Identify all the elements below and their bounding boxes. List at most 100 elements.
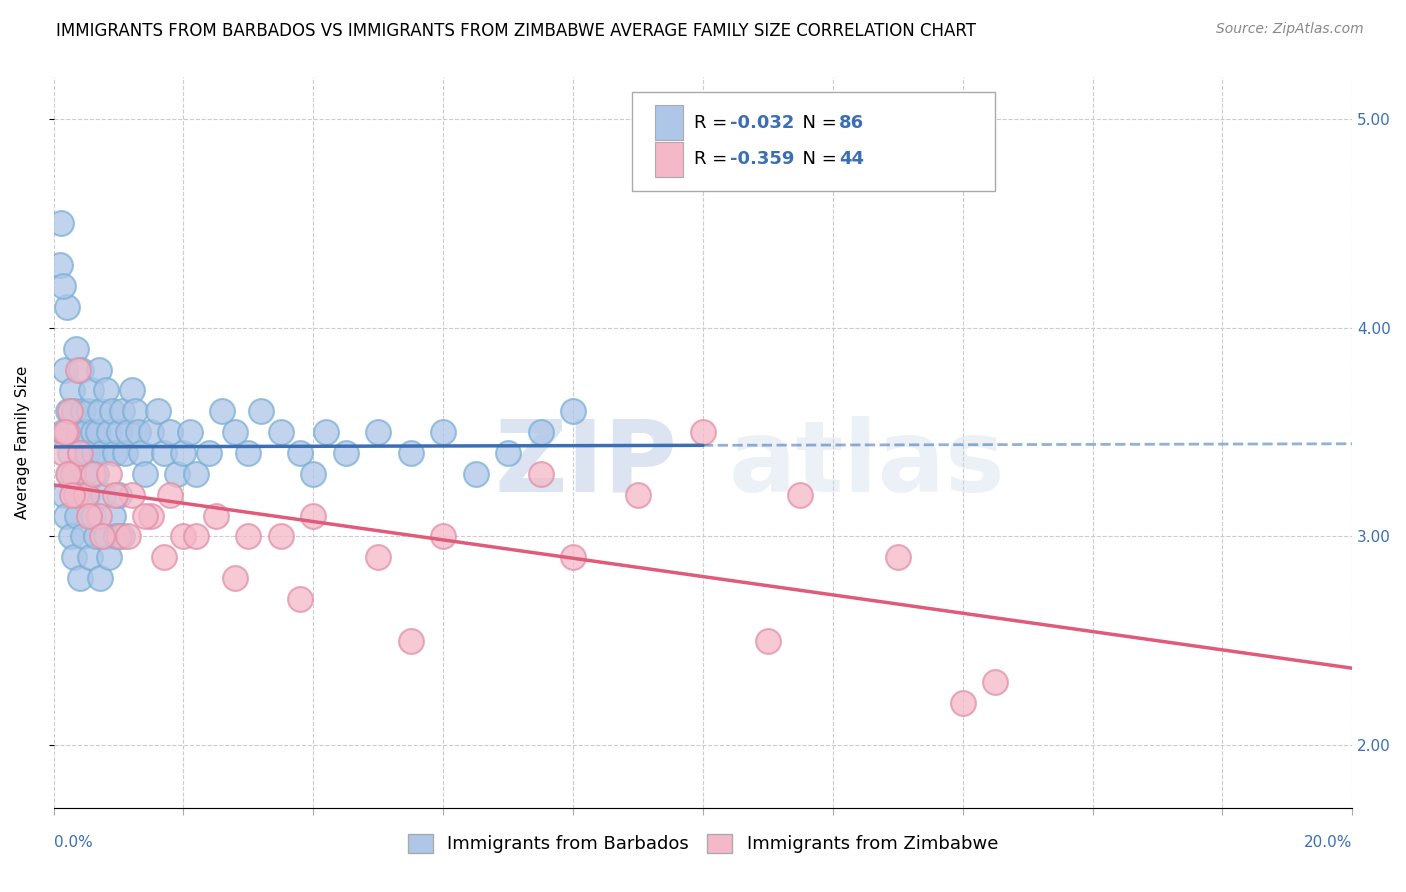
Point [789, 488, 811, 502]
Point [107, 529, 129, 543]
Point [887, 550, 910, 565]
Point [172, 529, 194, 543]
Point [139, 425, 162, 439]
Point [52, 425, 75, 439]
Point [114, 446, 136, 460]
Point [53, 362, 76, 376]
Point [104, 446, 127, 460]
Point [62, 467, 84, 481]
Point [562, 550, 585, 565]
Point [56, 404, 79, 418]
Point [692, 425, 714, 439]
Point [91, 529, 114, 543]
Y-axis label: Average Family Size: Average Family Size [15, 366, 30, 519]
Point [134, 467, 156, 481]
Point [69, 446, 91, 460]
Text: N =: N = [792, 150, 842, 169]
Point [952, 696, 974, 710]
Point [238, 529, 260, 543]
Point [59, 404, 82, 418]
Point [127, 425, 149, 439]
Point [153, 446, 176, 460]
Point [69, 571, 91, 585]
Text: IMMIGRANTS FROM BARBADOS VS IMMIGRANTS FROM ZIMBABWE AVERAGE FAMILY SIZE CORRELA: IMMIGRANTS FROM BARBADOS VS IMMIGRANTS F… [56, 22, 976, 40]
Point [73, 467, 96, 481]
Point [186, 467, 208, 481]
Point [124, 404, 146, 418]
Point [53, 488, 76, 502]
Point [76, 446, 98, 460]
Point [80, 384, 103, 398]
Point [562, 404, 585, 418]
Point [224, 425, 246, 439]
Point [82, 467, 104, 481]
Point [65, 342, 87, 356]
Point [65, 488, 87, 502]
Point [52, 279, 75, 293]
Point [60, 488, 83, 502]
Text: R =: R = [693, 113, 733, 132]
Point [55, 300, 77, 314]
Point [367, 550, 389, 565]
Point [205, 508, 228, 523]
Point [49, 258, 72, 272]
Point [107, 425, 129, 439]
Point [111, 529, 134, 543]
Text: 86: 86 [839, 113, 865, 132]
Point [101, 508, 124, 523]
Text: -0.032: -0.032 [730, 113, 794, 132]
Point [59, 446, 82, 460]
Point [70, 362, 93, 376]
Point [60, 529, 83, 543]
Point [290, 446, 312, 460]
Text: N =: N = [792, 113, 842, 132]
Point [290, 592, 312, 607]
Point [67, 362, 90, 376]
Point [86, 529, 108, 543]
Point [108, 488, 131, 502]
Point [153, 550, 176, 565]
Text: 0.0%: 0.0% [53, 836, 93, 850]
Point [79, 404, 101, 418]
Point [51, 217, 73, 231]
Point [250, 404, 273, 418]
Point [55, 508, 77, 523]
Point [335, 446, 357, 460]
Point [984, 675, 1007, 690]
FancyBboxPatch shape [655, 142, 683, 177]
Legend: Immigrants from Barbados, Immigrants from Zimbabwe: Immigrants from Barbados, Immigrants fro… [401, 827, 1005, 861]
Point [432, 425, 454, 439]
Point [496, 446, 519, 460]
Point [302, 508, 325, 523]
Point [111, 404, 134, 418]
Point [139, 508, 162, 523]
Point [97, 467, 120, 481]
Point [238, 446, 260, 460]
FancyBboxPatch shape [655, 105, 683, 140]
Point [72, 529, 94, 543]
Point [79, 550, 101, 565]
Point [121, 488, 143, 502]
Point [72, 404, 94, 418]
Point [367, 425, 389, 439]
Text: 44: 44 [839, 150, 865, 169]
Point [166, 467, 188, 481]
Point [67, 425, 90, 439]
Point [89, 404, 111, 418]
Point [529, 425, 551, 439]
FancyBboxPatch shape [631, 92, 995, 191]
Point [97, 425, 120, 439]
Point [134, 508, 156, 523]
Point [87, 362, 110, 376]
Point [270, 425, 292, 439]
Point [63, 404, 86, 418]
Point [399, 446, 422, 460]
Point [198, 446, 221, 460]
Point [98, 550, 121, 565]
Point [104, 488, 127, 502]
Point [129, 446, 152, 460]
Text: R =: R = [693, 150, 733, 169]
Point [89, 571, 111, 585]
Point [69, 446, 91, 460]
Point [432, 529, 454, 543]
